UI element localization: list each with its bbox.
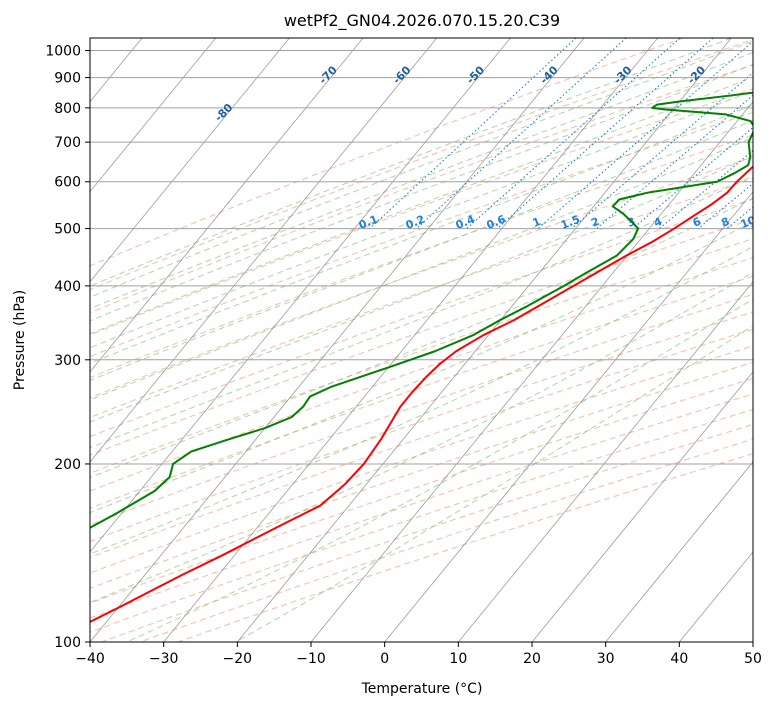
x-tick-label: −20 (223, 651, 253, 667)
moist-adiabat-line (90, 271, 753, 604)
y-tick-label: 200 (54, 457, 81, 473)
isotherm-line (90, 38, 364, 373)
x-tick-label: 50 (744, 651, 762, 667)
mixing-ratio-line (658, 149, 753, 230)
moist-adiabat-line (90, 119, 753, 382)
dry-adiabat-line (90, 257, 753, 492)
x-tick-label: 20 (523, 651, 541, 667)
y-tick-label: 700 (54, 135, 81, 151)
dry-adiabat-line (90, 361, 753, 589)
mixing-ratio-line (632, 126, 753, 230)
isotherm-line (90, 38, 585, 642)
axes: −40 −30 −20 −10 0 10 20 30 40 50 100 200 300 400 500 60… (45, 37, 762, 667)
mixing-ratio-label: 1 (531, 215, 543, 230)
isotherm-line (457, 281, 753, 642)
y-tick-label: 800 (54, 101, 81, 117)
dry-adiabat-line (90, 328, 753, 558)
moist-adiabat-line (90, 197, 753, 479)
dry-adiabat-line (90, 275, 753, 509)
moist-adiabat-line (90, 76, 753, 335)
x-tick-label: 40 (670, 651, 688, 667)
isotherm-line (384, 191, 753, 642)
mixing-ratio-label: 10 (739, 213, 758, 231)
isotherm-line (90, 38, 438, 463)
mixing-ratio-label: 2 (589, 215, 601, 230)
isotherm-line (90, 38, 511, 553)
x-axis-label: Temperature (°C) (361, 681, 483, 697)
y-axis-label: Pressure (hPa) (12, 290, 28, 390)
temperature-profile-line (90, 165, 753, 623)
mixing-ratio-line (416, 38, 627, 229)
isotherm-line (90, 38, 217, 193)
mixing-ratio-line (369, 38, 577, 229)
dry-adiabat-line (90, 38, 684, 267)
y-tick-label: 500 (54, 222, 81, 238)
moist-adiabat-line (90, 63, 753, 322)
isotherm-line (236, 38, 732, 642)
isotherm-line (163, 38, 659, 642)
plot-area: 0.10.20.40.611.52346810131620253036-100-… (90, 38, 758, 642)
moist-adiabat-line (90, 136, 753, 401)
y-tick-label: 900 (54, 71, 81, 87)
dry-adiabat-line (90, 311, 753, 542)
plot-frame (89, 37, 754, 643)
dry-adiabat-line (90, 218, 753, 456)
moist-adiabat-line (90, 155, 753, 423)
moist-adiabat-line (90, 175, 753, 449)
x-tick-label: −40 (75, 651, 105, 667)
mixing-ratio-line (537, 40, 753, 229)
dewpoint-profile-line (90, 91, 753, 529)
isotherm-line (310, 100, 753, 642)
isotherm-line (90, 38, 290, 283)
y-tick-label: 300 (54, 353, 81, 369)
y-tick-label: 400 (54, 279, 81, 295)
mixing-ratio-label: 8 (719, 215, 731, 230)
chart-title: wetPf2_GN04.2026.070.15.20.C39 (284, 11, 560, 31)
dry-adiabat-line (90, 39, 753, 291)
moist-adiabat-line (90, 220, 753, 514)
y-tick-label: 600 (54, 175, 81, 191)
x-tick-label: −10 (296, 651, 326, 667)
x-tick-label: 0 (380, 651, 389, 667)
x-tick-label: 10 (449, 651, 467, 667)
isotherm-line (531, 371, 753, 642)
x-tick-label: 30 (597, 651, 615, 667)
x-tick-label: −30 (149, 651, 179, 667)
y-tick-label: 100 (54, 635, 81, 651)
y-tick-label: 1000 (45, 44, 81, 60)
isotherm-line (605, 461, 753, 642)
